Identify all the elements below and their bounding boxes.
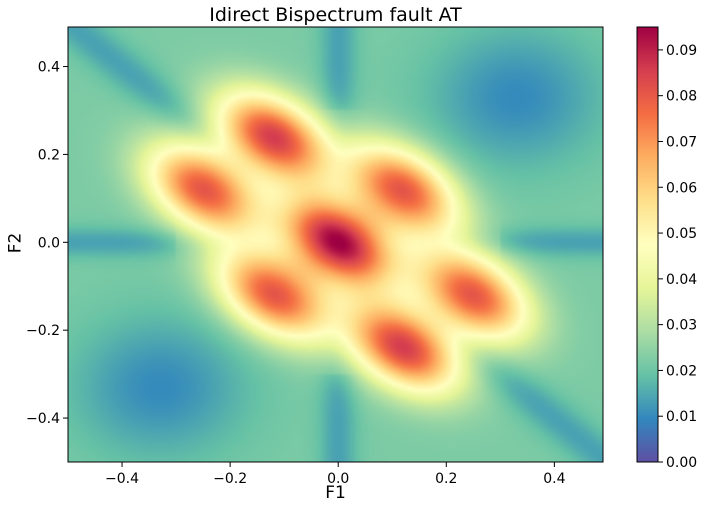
colorbar-tick-label: 0.06 — [666, 180, 697, 196]
heatmap-plot — [68, 27, 603, 462]
colorbar-tick-label: 0.08 — [666, 89, 697, 105]
colorbar — [637, 27, 658, 462]
colorbar-tick-label: 0.02 — [666, 363, 697, 379]
colorbar-tick-label: 0.03 — [666, 318, 697, 334]
x-tick-label: 0.4 — [543, 471, 565, 487]
x-axis-ticks: −0.4 −0.2 0.0 0.2 0.4 — [105, 462, 566, 487]
plot-frame — [67, 26, 604, 463]
y-tick-label: −0.2 — [26, 323, 60, 339]
colorbar-frame — [636, 26, 659, 463]
y-axis-label: F2 — [4, 230, 26, 256]
y-tick-label: 0.2 — [38, 147, 60, 163]
x-tick-label: 0.0 — [327, 471, 349, 487]
colorbar-tick-label: 0.01 — [666, 409, 697, 425]
colorbar-tick-label: 0.07 — [666, 134, 697, 150]
colorbar-tick-label: 0.04 — [666, 272, 697, 288]
y-axis-ticks: −0.4 −0.2 0.0 0.2 0.4 — [26, 60, 68, 427]
x-tick-label: −0.2 — [213, 471, 247, 487]
y-tick-label: −0.4 — [26, 411, 60, 427]
y-tick-label: 0.0 — [38, 235, 60, 251]
colorbar-tick-label: 0.05 — [666, 226, 697, 242]
y-tick-label: 0.4 — [38, 60, 60, 76]
colorbar-ticks: 0.00 0.01 0.02 0.03 0.04 0.05 0.06 0.07 0.08 0.09 — [658, 43, 697, 471]
x-tick-label: 0.2 — [435, 471, 457, 487]
x-tick-label: −0.4 — [105, 471, 139, 487]
chart-title: Idirect Bispectrum fault AT — [209, 4, 462, 26]
heatmap-image — [68, 27, 603, 462]
x-axis-label: F1 — [325, 483, 346, 503]
y-axis-label-text: F2 — [4, 232, 25, 254]
colorbar-tick-label: 0.00 — [666, 455, 697, 471]
colorbar-tick-label: 0.09 — [666, 43, 697, 59]
